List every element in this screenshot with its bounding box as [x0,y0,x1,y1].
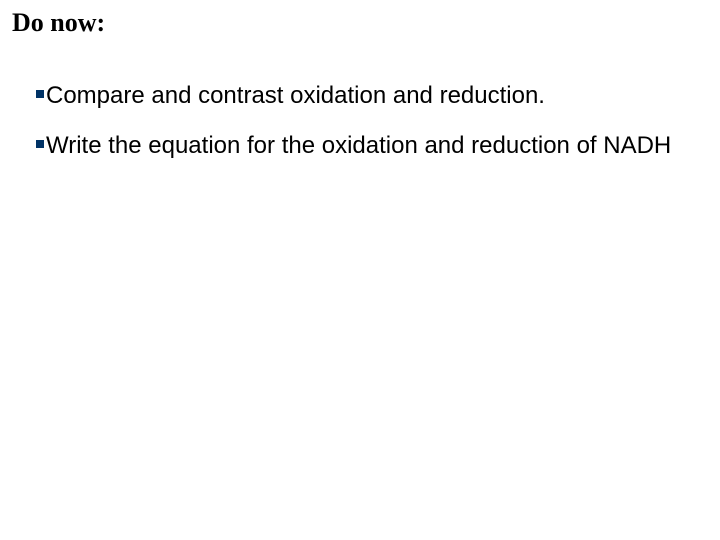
bullet-text: Compare and contrast oxidation and reduc… [46,80,545,112]
bullet-list: Compare and contrast oxidation and reduc… [36,80,690,181]
bullet-text: Write the equation for the oxidation and… [46,130,671,162]
list-item: Write the equation for the oxidation and… [36,130,690,162]
slide-title: Do now: [12,8,105,38]
list-item: Compare and contrast oxidation and reduc… [36,80,690,112]
square-bullet-icon [36,90,44,98]
square-bullet-icon [36,140,44,148]
